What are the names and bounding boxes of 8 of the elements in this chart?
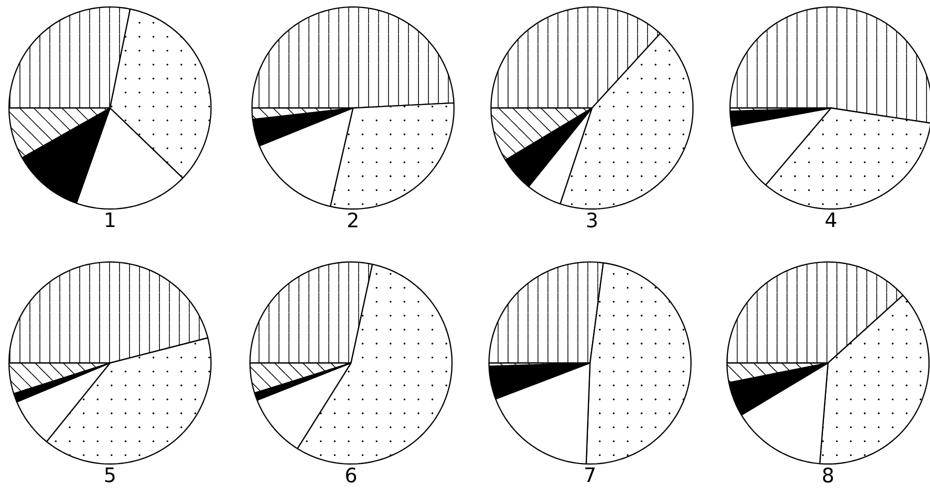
- text: 8: [823, 468, 833, 483]
- text: 7: [585, 468, 595, 482]
- text: 5: [105, 468, 115, 482]
- text: 3: [587, 212, 597, 228]
- text: 1: [106, 212, 115, 228]
- text: 2: [348, 212, 358, 228]
- text: 6: [346, 468, 356, 483]
- text: 4: [826, 212, 836, 228]
